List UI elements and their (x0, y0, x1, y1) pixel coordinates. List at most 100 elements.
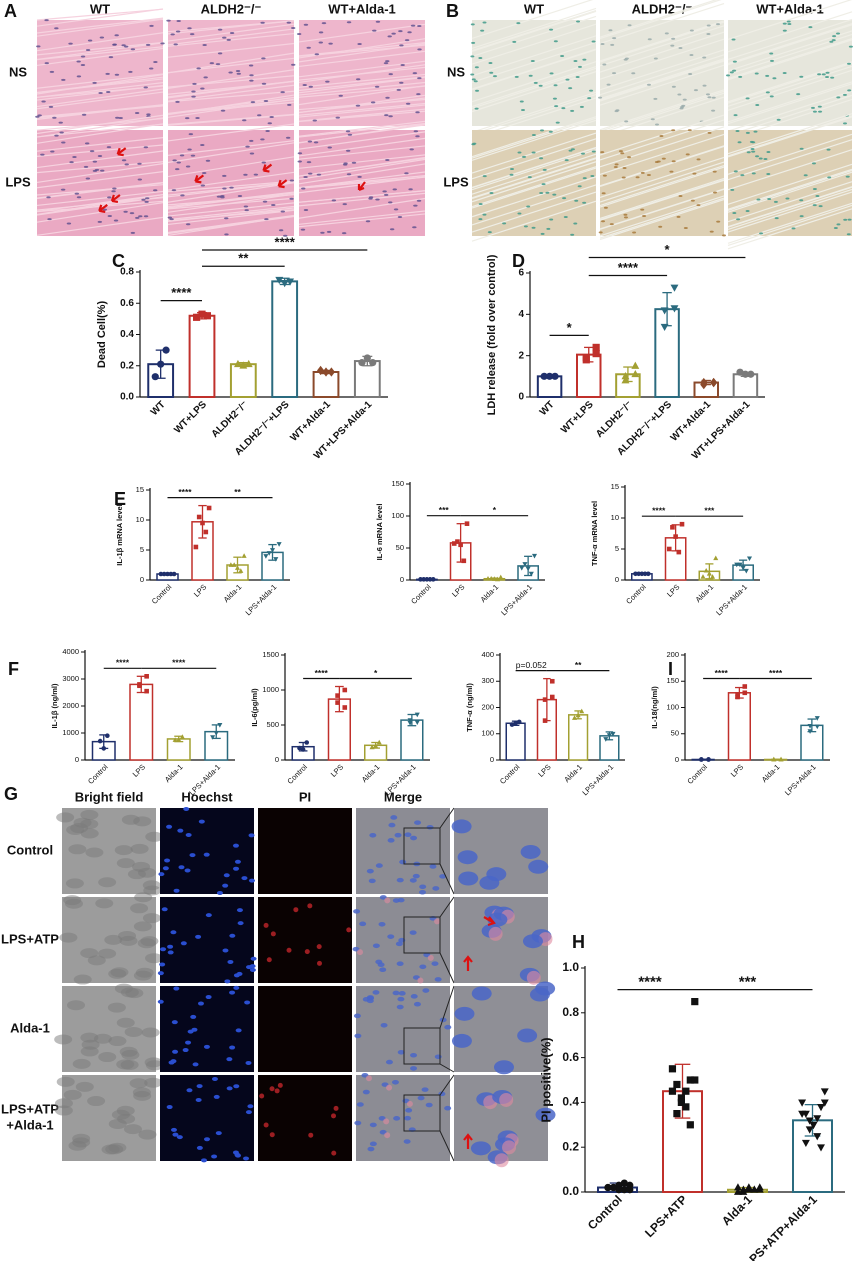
nucleus (257, 114, 262, 117)
data-point (342, 705, 348, 710)
cell (141, 1027, 160, 1038)
nucleus (289, 197, 294, 200)
nucleus (183, 807, 190, 812)
nucleus (369, 833, 377, 838)
data-point (682, 1103, 690, 1111)
pi-spot (406, 1100, 413, 1107)
fiber (167, 209, 295, 226)
nucleus (646, 174, 651, 177)
nucleus (409, 878, 417, 883)
nucleus (615, 109, 620, 112)
nucleus (418, 889, 426, 895)
nucleus (549, 72, 554, 75)
nucleus (351, 161, 357, 164)
nucleus (227, 959, 234, 964)
nucleus (180, 941, 187, 946)
data-point (579, 708, 585, 714)
fiber (167, 197, 295, 210)
cell (142, 880, 161, 891)
data-point (733, 1187, 742, 1195)
nucleus (417, 1095, 425, 1101)
nucleus (730, 188, 735, 191)
fiber (167, 207, 295, 223)
nucleus (237, 194, 243, 197)
y-tick-label: 400 (481, 650, 494, 659)
fiber (298, 171, 426, 189)
x-tick-label: Control (585, 1192, 625, 1232)
y-tick-label: 10 (611, 513, 619, 522)
nucleus (517, 1028, 538, 1043)
fiber (298, 64, 426, 84)
data-point (327, 367, 335, 377)
nucleus (144, 200, 149, 203)
data-point (234, 565, 241, 570)
fiber (727, 188, 853, 230)
cell (80, 828, 99, 839)
nucleus (541, 183, 546, 186)
fiber (36, 76, 164, 94)
fiber (727, 163, 853, 205)
nucleus (842, 93, 847, 96)
nucleus (198, 819, 205, 824)
cell (130, 843, 149, 854)
y-tick-label: 6 (518, 268, 524, 279)
data-point (741, 370, 750, 378)
nucleus (749, 140, 754, 143)
significance-label: **** (172, 658, 186, 668)
pi-spot (488, 926, 503, 941)
data-point (699, 757, 704, 762)
nucleus (54, 27, 59, 30)
nucleus (589, 89, 594, 92)
nucleus (44, 19, 49, 22)
nucleus (303, 23, 309, 26)
data-point (549, 678, 555, 684)
nucleus (303, 175, 308, 178)
fiber (471, 157, 597, 200)
fiber (599, 25, 725, 67)
nucleus (128, 70, 133, 73)
nucleus (190, 1014, 197, 1019)
data-point (322, 367, 330, 377)
fiber (471, 147, 597, 189)
arrow (483, 916, 496, 927)
nucleus (678, 46, 683, 49)
panel-letter: I (668, 659, 673, 679)
nucleus (812, 204, 817, 207)
nucleus (791, 227, 796, 230)
nucleus (716, 220, 721, 223)
cell (145, 1060, 164, 1071)
nucleus (416, 93, 421, 96)
y-tick-label: 0 (518, 392, 524, 403)
nucleus (145, 43, 151, 46)
y-tick-label: 1500 (262, 650, 279, 659)
y-axis-label: IL-18(ng/ml) (650, 686, 659, 729)
nucleus (522, 934, 543, 949)
pi-spot (277, 1082, 283, 1088)
fiber (471, 116, 597, 158)
significance-label: *** (439, 505, 450, 515)
fiber (36, 123, 164, 138)
nucleus (560, 55, 565, 58)
nucleus (213, 1094, 220, 1099)
data-point (488, 575, 494, 581)
data-point (238, 568, 244, 573)
cell (123, 1124, 142, 1135)
nucleus (721, 234, 726, 237)
significance-label: **** (275, 234, 296, 249)
data-point (498, 574, 504, 580)
nucleus (471, 41, 476, 44)
nucleus (707, 96, 712, 99)
nucleus (249, 79, 254, 82)
nucleus (235, 69, 241, 72)
nucleus (200, 184, 206, 187)
pi-spot (293, 907, 299, 913)
nucleus (754, 72, 759, 75)
fiber (471, 15, 597, 57)
nucleus (398, 30, 403, 33)
nucleus (457, 850, 478, 865)
fiber (167, 123, 295, 142)
cell (80, 1046, 99, 1057)
fiber (727, 191, 853, 233)
nucleus (510, 168, 515, 171)
nucleus (825, 71, 830, 74)
